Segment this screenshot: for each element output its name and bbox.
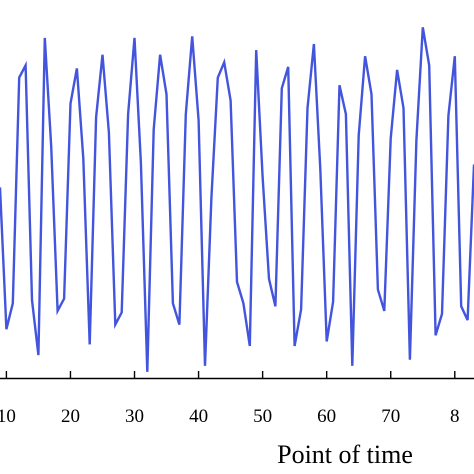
x-tick-label-20: 20	[61, 406, 80, 427]
series-line-0	[0, 27, 474, 372]
x-tick-label-40: 40	[189, 406, 208, 427]
x-tick-label-30: 30	[125, 406, 144, 427]
x-tick-label-10: 10	[0, 406, 16, 427]
x-axis-title: Point of time	[277, 440, 413, 469]
x-axis: 10 20 30 40 50 60 70 8	[0, 371, 474, 427]
x-tick-label-70: 70	[381, 406, 400, 427]
x-tick-label-80: 8	[450, 406, 460, 427]
x-tick-label-50: 50	[253, 406, 272, 427]
x-tick-label-60: 60	[317, 406, 336, 427]
plot-area	[0, 27, 474, 372]
